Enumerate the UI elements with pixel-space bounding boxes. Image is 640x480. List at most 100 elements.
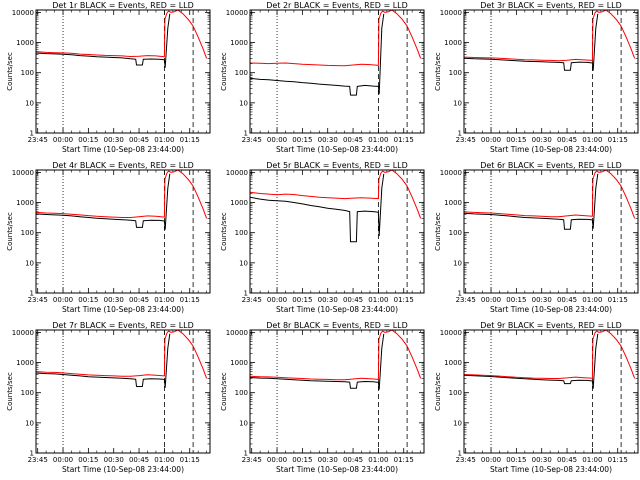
series-lld-line	[250, 330, 422, 381]
series-lld-line	[250, 10, 422, 67]
y-tick-label: 100	[21, 389, 34, 397]
x-tick-label: 00:00	[267, 136, 287, 144]
plot-frame	[463, 329, 639, 454]
plot-frame	[249, 9, 425, 134]
x-tick-label: 01:00	[368, 456, 388, 464]
series-group	[36, 330, 208, 388]
series-group	[250, 10, 422, 96]
panel-det-6: Det 6r BLACK = Events, RED = LLD Counts/s…	[434, 161, 639, 314]
x-tick-label: 00:00	[481, 296, 501, 304]
y-tick-label: 1000	[444, 359, 462, 367]
x-axis-label: Start Time (10-Sep-08 23:44:00)	[276, 145, 398, 154]
panel-title: Det 6r BLACK = Events, RED = LLD	[480, 161, 622, 170]
series-events-line	[464, 333, 599, 389]
x-tick-label: 00:00	[53, 296, 73, 304]
x-tick-label: 00:30	[532, 136, 552, 144]
y-tick-label: 10	[453, 99, 462, 107]
panel-det-4: Det 4r BLACK = Events, RED = LLD Counts/s…	[6, 161, 211, 314]
series-lld-line	[464, 10, 636, 62]
x-axis-label: Start Time (10-Sep-08 23:44:00)	[62, 305, 184, 314]
series-group	[250, 170, 422, 243]
y-axis-label: Counts/sec	[434, 372, 442, 411]
x-tick-label: 00:30	[104, 296, 124, 304]
panel-title: Det 9r BLACK = Events, RED = LLD	[480, 321, 622, 330]
y-tick-label: 1000	[16, 39, 34, 47]
series-events-line	[464, 13, 599, 71]
x-tick-label: 00:00	[481, 456, 501, 464]
series-group	[250, 330, 422, 390]
y-axis-label: Counts/sec	[434, 212, 442, 251]
panel-det-3: Det 3r BLACK = Events, RED = LLD Counts/s…	[434, 1, 639, 154]
y-tick-label: 1	[458, 450, 462, 458]
y-tick-label: 10000	[12, 329, 34, 337]
x-tick-label: 01:00	[154, 136, 174, 144]
panel-det-5: Det 5r BLACK = Events, RED = LLD Counts/s…	[220, 161, 425, 314]
plot-frame	[35, 9, 211, 134]
series-group	[464, 10, 636, 71]
series-lld-line	[36, 10, 208, 59]
panel-det-9: Det 9r BLACK = Events, RED = LLD Counts/s…	[434, 321, 639, 474]
x-tick-label: 00:30	[532, 456, 552, 464]
x-tick-label: 01:00	[582, 296, 602, 304]
x-tick-label: 00:00	[267, 456, 287, 464]
x-axis-label: Start Time (10-Sep-08 23:44:00)	[276, 305, 398, 314]
y-axis-label: Counts/sec	[434, 52, 442, 91]
x-tick-label: 01:15	[608, 296, 628, 304]
x-axis-label: Start Time (10-Sep-08 23:44:00)	[276, 465, 398, 474]
x-tick-label: 01:15	[394, 136, 414, 144]
y-axis-label: Counts/sec	[220, 52, 228, 91]
y-tick-label: 10	[25, 259, 34, 267]
x-tick-label: 00:30	[532, 296, 552, 304]
y-tick-label: 1	[30, 290, 34, 298]
x-tick-label: 00:00	[267, 296, 287, 304]
x-tick-label: 01:00	[368, 296, 388, 304]
y-axis-label: Counts/sec	[220, 372, 228, 411]
series-events-line	[250, 173, 385, 243]
panel-title: Det 3r BLACK = Events, RED = LLD	[480, 1, 622, 10]
series-events-line	[36, 333, 171, 388]
x-tick-label: 00:15	[292, 136, 312, 144]
series-lld-line	[464, 330, 636, 379]
y-tick-label: 1	[244, 130, 248, 138]
x-tick-label: 00:30	[104, 136, 124, 144]
x-tick-label: 01:15	[180, 296, 200, 304]
y-axis-label: Counts/sec	[220, 212, 228, 251]
y-tick-label: 10000	[12, 9, 34, 17]
series-group	[36, 170, 208, 230]
x-tick-label: 01:15	[180, 456, 200, 464]
y-tick-label: 1000	[444, 39, 462, 47]
x-axis-label: Start Time (10-Sep-08 23:44:00)	[490, 305, 612, 314]
series-lld-line	[464, 170, 636, 219]
x-tick-label: 00:30	[318, 136, 338, 144]
panel-title: Det 5r BLACK = Events, RED = LLD	[266, 161, 408, 170]
panel-title: Det 1r BLACK = Events, RED = LLD	[52, 1, 194, 10]
y-tick-label: 1	[30, 130, 34, 138]
x-axis-label: Start Time (10-Sep-08 23:44:00)	[62, 465, 184, 474]
y-tick-label: 1	[458, 130, 462, 138]
y-tick-label: 1000	[230, 199, 248, 207]
y-tick-label: 10	[25, 419, 34, 427]
x-tick-label: 00:15	[78, 296, 98, 304]
series-lld-line	[250, 170, 422, 219]
x-tick-label: 01:00	[582, 456, 602, 464]
panel-det-1: Det 1r BLACK = Events, RED = LLD Counts/s…	[6, 1, 211, 154]
y-tick-label: 10000	[440, 169, 462, 177]
series-events-line	[250, 333, 385, 390]
series-events-line	[464, 173, 599, 230]
x-tick-label: 00:45	[129, 296, 149, 304]
x-tick-label: 01:15	[608, 136, 628, 144]
x-tick-label: 00:45	[343, 296, 363, 304]
x-tick-label: 23:45	[456, 136, 476, 144]
x-tick-label: 01:00	[154, 456, 174, 464]
plot-frame	[249, 329, 425, 454]
x-tick-label: 23:45	[28, 296, 48, 304]
y-tick-label: 10000	[226, 169, 248, 177]
y-tick-label: 10000	[440, 9, 462, 17]
y-axis-label: Counts/sec	[6, 52, 14, 91]
x-tick-label: 01:15	[394, 296, 414, 304]
x-tick-label: 00:45	[557, 136, 577, 144]
y-axis-label: Counts/sec	[6, 372, 14, 411]
panel-title: Det 7r BLACK = Events, RED = LLD	[52, 321, 194, 330]
x-tick-label: 23:45	[456, 296, 476, 304]
x-tick-label: 00:15	[292, 456, 312, 464]
